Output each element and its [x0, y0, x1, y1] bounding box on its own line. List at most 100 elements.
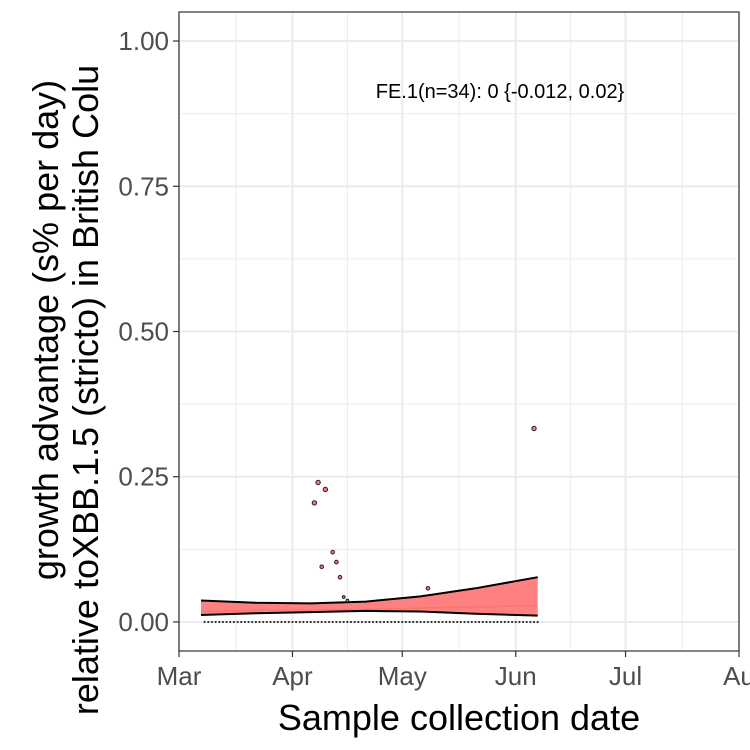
- zero-point: [474, 620, 477, 624]
- zero-point: [328, 620, 331, 624]
- zero-point: [386, 620, 389, 624]
- zero-point: [320, 620, 323, 624]
- zero-point: [203, 620, 206, 624]
- zero-point: [434, 620, 437, 624]
- fit-line: [200, 604, 538, 613]
- data-point: [330, 549, 336, 555]
- data-point: [345, 598, 350, 603]
- confidence-ribbon: [200, 576, 538, 617]
- zero-point: [390, 620, 393, 624]
- zero-point: [229, 620, 232, 624]
- zero-point: [467, 620, 470, 624]
- data-point: [531, 425, 537, 432]
- data-point: [341, 595, 346, 599]
- zero-point: [251, 620, 254, 624]
- y-tick-label: 0.50: [118, 317, 169, 347]
- zero-point: [441, 620, 444, 624]
- zero-point: [276, 620, 279, 624]
- zero-point: [360, 620, 364, 624]
- zero-point: [430, 620, 433, 624]
- zero-point: [445, 620, 448, 624]
- data-point: [337, 574, 343, 580]
- zero-point: [452, 620, 455, 624]
- y-tick-label: 0.25: [118, 462, 169, 492]
- zero-point: [357, 620, 360, 624]
- x-axis-title: Sample collection date: [278, 697, 640, 738]
- zero-point: [368, 620, 371, 624]
- zero-point: [338, 620, 342, 624]
- zero-point: [236, 620, 239, 624]
- zero-point: [426, 620, 429, 624]
- zero-point: [298, 620, 301, 624]
- zero-point: [269, 620, 272, 624]
- data-points: [203, 425, 539, 624]
- upper-bound-line: [200, 576, 538, 605]
- zero-point: [295, 620, 298, 624]
- zero-point: [342, 620, 345, 624]
- y-axis-title-line1: growth advantage (s% per day): [25, 80, 66, 580]
- zero-point: [258, 620, 261, 624]
- zero-point: [240, 620, 243, 624]
- zero-point: [302, 620, 305, 624]
- zero-point: [331, 620, 334, 624]
- zero-point: [291, 620, 294, 624]
- data-point: [319, 564, 325, 570]
- zero-point: [401, 620, 404, 624]
- zero-point: [518, 620, 521, 624]
- zero-point: [463, 620, 466, 624]
- zero-point: [423, 620, 426, 624]
- lower-bound-line: [200, 609, 538, 617]
- zero-point: [335, 620, 338, 624]
- zero-point: [324, 620, 327, 624]
- zero-point: [397, 620, 400, 624]
- x-tick-label: Jun: [495, 661, 537, 691]
- zero-point: [481, 620, 484, 624]
- grid: [178, 12, 740, 651]
- zero-point: [353, 620, 356, 624]
- zero-point: [210, 620, 213, 624]
- zero-point: [489, 620, 492, 624]
- zero-point: [459, 620, 462, 624]
- zero-point: [514, 620, 517, 624]
- zero-point: [382, 620, 386, 624]
- y-tick-label: 0.00: [118, 607, 169, 637]
- zero-point: [408, 620, 411, 624]
- zero-point: [412, 620, 415, 624]
- x-tick-label: Au: [723, 661, 750, 691]
- zero-point: [273, 620, 276, 624]
- zero-point: [349, 620, 353, 624]
- y-tick-label: 1.00: [118, 26, 169, 56]
- zero-point: [309, 620, 312, 624]
- zero-point: [262, 620, 265, 624]
- zero-point: [313, 620, 316, 624]
- zero-point: [306, 620, 309, 624]
- zero-point: [437, 620, 440, 624]
- zero-point: [218, 620, 221, 624]
- zero-point: [375, 620, 378, 624]
- zero-point: [247, 620, 250, 624]
- x-tick-label: Jul: [609, 661, 642, 691]
- y-axis-title-line2: relative toXBB.1.5 (stricto) in British …: [65, 65, 106, 715]
- zero-point: [536, 620, 539, 624]
- zero-point: [500, 620, 503, 624]
- zero-point: [448, 620, 451, 624]
- zero-point: [456, 620, 459, 624]
- zero-point: [419, 620, 422, 624]
- zero-point: [496, 620, 499, 624]
- zero-point: [243, 620, 246, 624]
- zero-point: [364, 620, 367, 624]
- zero-point: [478, 620, 481, 624]
- zero-point: [280, 620, 283, 624]
- zero-point: [532, 620, 536, 624]
- zero-point: [214, 620, 217, 624]
- zero-point: [470, 620, 473, 624]
- zero-point: [265, 620, 268, 624]
- zero-point: [221, 620, 224, 624]
- zero-point: [503, 620, 506, 624]
- zero-point: [287, 620, 290, 624]
- zero-point: [371, 620, 375, 624]
- annotation-label: FE.1(n=34): 0 {-0.012, 0.02}: [376, 81, 625, 103]
- data-point: [322, 486, 329, 493]
- data-point: [425, 586, 431, 591]
